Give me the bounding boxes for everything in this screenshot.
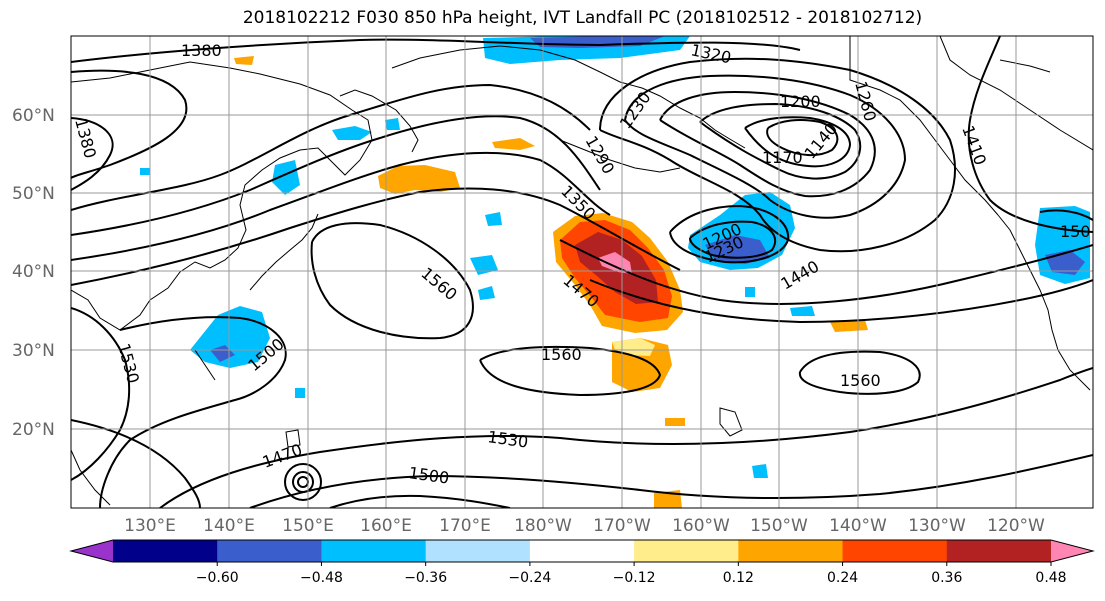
lon-labels: 130°E 140°E 150°E 160°E 170°E 180°W 170°…: [124, 516, 1045, 536]
colorbar-tick-label: 0.48: [1035, 570, 1066, 586]
lon-label: 120°W: [987, 516, 1045, 536]
colorbar-tick-label: −0.60: [196, 570, 239, 586]
lon-label: 170°E: [439, 516, 491, 536]
lon-label: 180°W: [514, 516, 572, 536]
colorbar-tick-label: −0.48: [300, 570, 343, 586]
lat-label: 50°N: [12, 184, 55, 204]
lat-label: 20°N: [12, 420, 55, 440]
lon-label: 130°W: [908, 516, 966, 536]
colorbar-segment: [946, 540, 1052, 562]
lon-label: 170°W: [593, 516, 651, 536]
map-border: [70, 35, 1094, 509]
lon-label: 130°E: [124, 516, 176, 536]
colorbar-segment: [634, 540, 739, 562]
colorbar-tick-label: 0.36: [931, 570, 962, 586]
lat-labels: 60°N 50°N 40°N 30°N 20°N: [12, 106, 55, 440]
colorbar-extend-high: [1051, 540, 1093, 562]
lon-label: 150°E: [282, 516, 334, 536]
contour-label: 1560: [840, 371, 881, 390]
colorbar-segment: [738, 540, 844, 562]
colorbar-segment: [425, 540, 531, 562]
contour-label: 1560: [541, 345, 582, 364]
lat-label: 60°N: [12, 106, 55, 126]
colorbar-extend-low: [71, 540, 113, 562]
colorbar: −0.60 −0.48 −0.36 −0.24 −0.12 0.12 0.24 0.36 0.4…: [69, 539, 1095, 586]
contour-label: 150: [1060, 222, 1091, 241]
lat-label: 30°N: [12, 341, 55, 361]
map-title: 2018102212 F030 850 hPa height, IVT Land…: [242, 8, 923, 28]
coastlines: [71, 36, 1093, 506]
colorbar-ticks: −0.60 −0.48 −0.36 −0.24 −0.12 0.12 0.24 0.36 0.4…: [196, 562, 1067, 586]
lon-label: 160°W: [672, 516, 730, 536]
colorbar-segment: [217, 540, 322, 562]
lon-label: 150°W: [750, 516, 808, 536]
lon-label: 140°W: [829, 516, 887, 536]
lon-label: 140°E: [203, 516, 255, 536]
contour-label: 1380: [181, 41, 222, 60]
colorbar-outline: [69, 539, 1095, 563]
lat-label: 40°N: [12, 262, 55, 282]
colorbar-segment: [842, 540, 948, 562]
colorbar-tick-label: −0.12: [613, 570, 656, 586]
colorbar-tick-label: 0.24: [827, 570, 858, 586]
contour-label: 1170: [762, 148, 803, 167]
colorbar-tick-label: 0.12: [723, 570, 754, 586]
colorbar-segment: [113, 540, 218, 562]
colorbar-tick-label: −0.24: [508, 570, 551, 586]
colorbar-segments: [69, 539, 1095, 563]
colorbar-segment: [321, 540, 427, 562]
contour-label: 1200: [780, 92, 821, 111]
colorbar-tick-label: −0.36: [404, 570, 447, 586]
lon-label: 160°E: [360, 516, 412, 536]
colorbar-segment: [529, 540, 635, 562]
graticule: [71, 36, 1093, 508]
